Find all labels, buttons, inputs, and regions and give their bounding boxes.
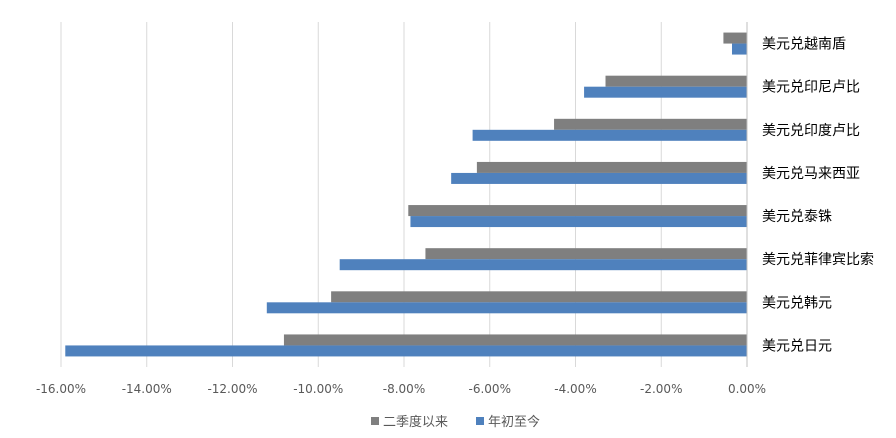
x-tick-label: -16.00%: [36, 382, 86, 396]
legend-swatch: [476, 417, 484, 425]
grid-lines: [60, 22, 662, 367]
x-tick-label: -6.00%: [469, 382, 511, 396]
category-label: 美元兑印尼卢比: [762, 80, 860, 96]
category-label: 美元兑泰铢: [762, 209, 832, 225]
x-tick-label: -12.00%: [207, 382, 257, 396]
category-label: 美元兑越南盾: [762, 37, 846, 53]
bar-q2-6: [331, 291, 747, 303]
bar-ytd-4: [410, 216, 747, 228]
bar-q2-4: [408, 205, 747, 217]
bar-ytd-0: [731, 43, 747, 55]
legend-swatch: [371, 417, 379, 425]
legend-label: 年初至今: [488, 414, 540, 430]
x-tick-label: -10.00%: [293, 382, 343, 396]
category-label: 美元兑印度卢比: [762, 123, 860, 139]
bar-ytd-6: [266, 302, 747, 314]
bar-q2-5: [425, 248, 747, 260]
bar-q2-2: [554, 118, 747, 130]
x-tick-label: 0.00%: [728, 382, 766, 396]
legend: 二季度以来 年初至今: [371, 414, 540, 430]
bar-q2-3: [476, 161, 747, 173]
bar-q2-1: [605, 75, 747, 87]
category-label: 美元兑菲律宾比索: [762, 251, 874, 268]
bars: [65, 32, 748, 357]
legend-label: 二季度以来: [383, 414, 448, 430]
x-tick-label: -8.00%: [383, 382, 425, 396]
category-labels: 美元兑越南盾美元兑印尼卢比美元兑印度卢比美元兑马来西亚美元兑泰铢美元兑菲律宾比索…: [762, 37, 874, 355]
bar-q2-0: [723, 32, 747, 44]
category-label: 美元兑马来西亚: [762, 166, 860, 182]
bar-ytd-1: [584, 86, 747, 98]
bar-q2-7: [283, 334, 747, 346]
x-tick-label: -2.00%: [640, 382, 682, 396]
bar-ytd-2: [472, 129, 747, 141]
x-tick-label: -4.00%: [554, 382, 596, 396]
bar-ytd-3: [451, 172, 747, 184]
category-label: 美元兑日元: [762, 338, 832, 354]
x-tick-labels: -16.00% -14.00% -12.00% -10.00% -8.00% -6.00%…: [36, 382, 766, 396]
bar-ytd-5: [339, 259, 747, 271]
bar-ytd-7: [65, 345, 748, 357]
category-label: 美元兑韩元: [762, 295, 832, 311]
x-tick-label: -14.00%: [122, 382, 172, 396]
